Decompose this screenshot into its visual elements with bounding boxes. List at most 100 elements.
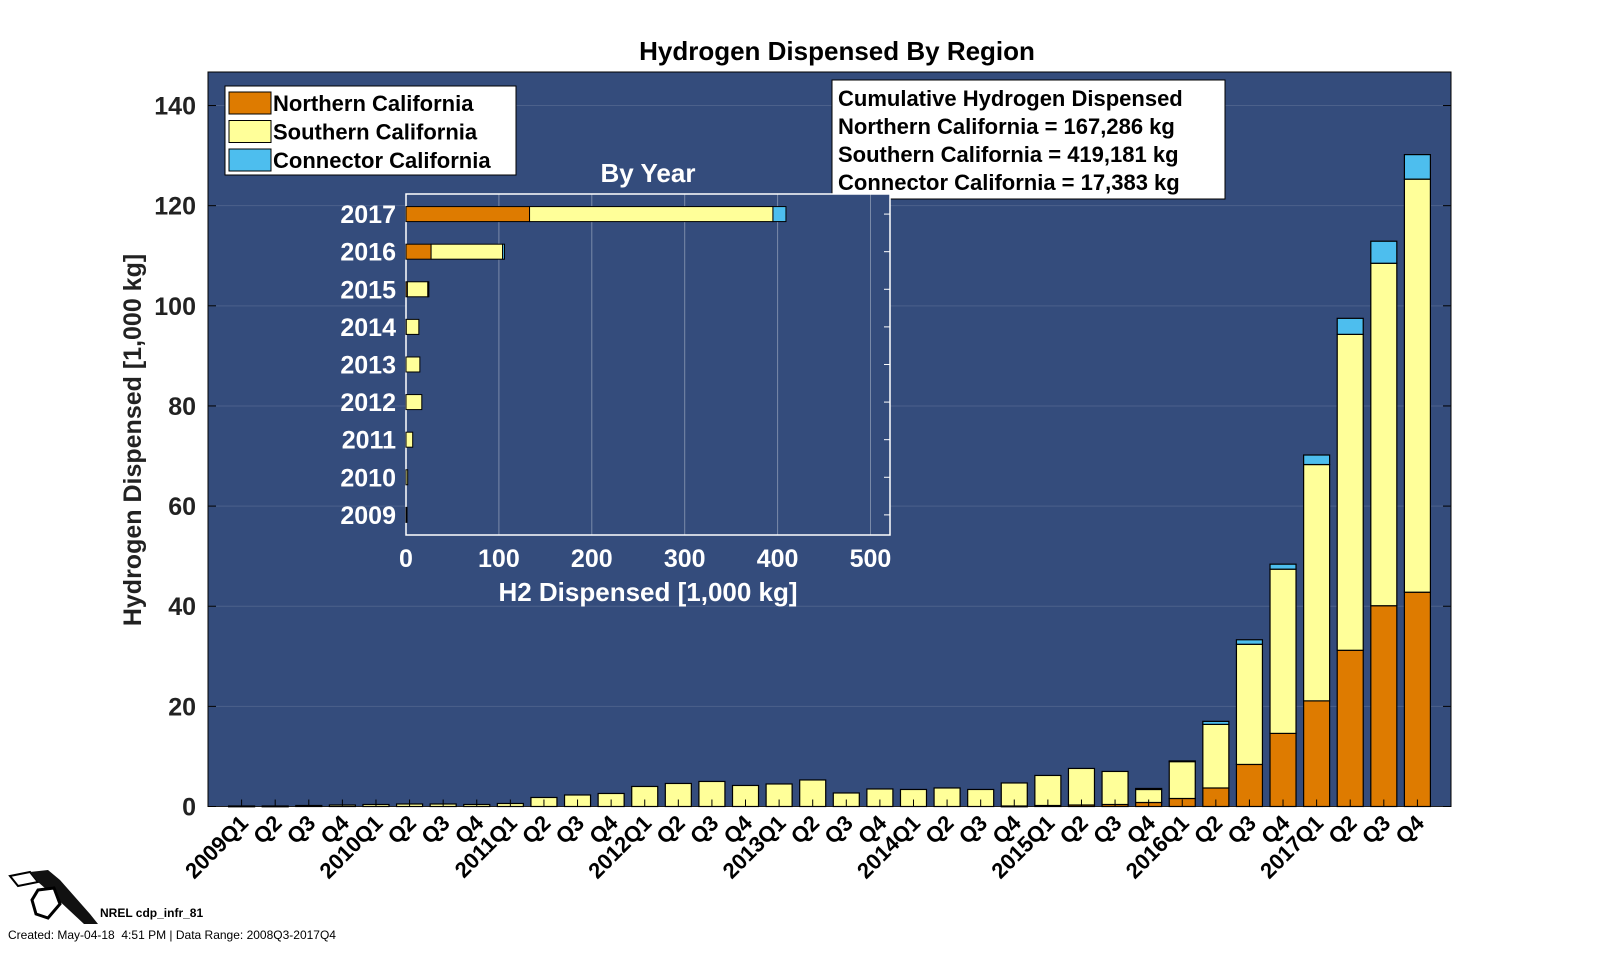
cumulative-annotation-box	[831, 79, 1226, 200]
inset-y-tick-label: 2017	[340, 201, 396, 229]
inset-bar-segment-connector-california	[772, 206, 787, 223]
chart-id-label: NREL cdp_infr_81	[100, 906, 204, 920]
inset-y-tick-label: 2011	[342, 427, 396, 455]
x-tick-label: Q2	[786, 810, 824, 848]
legend-label: Connector California	[273, 148, 491, 173]
nozzle-handle	[30, 886, 62, 920]
annotation-line: Connector California = 17,383 kg	[838, 170, 1180, 195]
legend-label: Southern California	[273, 120, 478, 145]
bar-segment-northern-california	[1269, 732, 1297, 808]
x-tick-label: Q2	[248, 810, 286, 848]
inset-bar-segment-southern-california	[430, 243, 504, 260]
inset-title: By Year	[601, 158, 696, 188]
inset-bar-segment-northern-california	[405, 243, 432, 260]
inset-y-tick-label: 2015	[340, 276, 396, 304]
bar-segment-northern-california	[1235, 763, 1264, 808]
x-tick-label: Q2	[1189, 810, 1227, 848]
inset-x-tick-label: 200	[571, 545, 613, 573]
x-tick-label: Q3	[416, 810, 454, 848]
y-tick-label: 20	[168, 693, 196, 721]
x-tick-label: Q2	[1323, 810, 1361, 848]
bar-segment-southern-california	[1067, 767, 1096, 806]
inset-bar-segment-southern-california	[406, 281, 429, 298]
inset-bar-segment-southern-california	[405, 469, 409, 486]
bar-segment-southern-california	[1403, 178, 1432, 593]
y-tick-label: 140	[154, 93, 196, 121]
legend-label: Northern California	[273, 91, 474, 116]
inset-y-tick-label: 2012	[340, 389, 396, 417]
inset-bar-segment-connector-california	[427, 281, 430, 298]
bar-segment-southern-california	[1269, 568, 1297, 735]
x-tick-label: Q2	[383, 810, 421, 848]
x-tick-label: Q3	[954, 810, 992, 848]
inset-x-tick-label: 0	[399, 545, 413, 573]
annotation-title: Cumulative Hydrogen Dispensed	[838, 86, 1183, 111]
bar-segment-southern-california	[1370, 262, 1398, 607]
y-axis-label: Hydrogen Dispensed [1,000 kg]	[119, 254, 147, 626]
inset-x-tick-label: 300	[664, 545, 706, 573]
inset-x-axis-label: H2 Dispensed [1,000 kg]	[498, 577, 797, 607]
x-tick-label: Q3	[551, 810, 589, 848]
bar-segment-connector-california	[1303, 454, 1331, 466]
x-tick-label: Q3	[1088, 810, 1126, 848]
inset-y-tick-label: 2009	[340, 502, 396, 530]
inset-y-tick-label: 2014	[340, 314, 396, 342]
bar-segment-southern-california	[1202, 723, 1230, 789]
bar-segment-southern-california	[1235, 643, 1264, 766]
bar-segment-connector-california	[1336, 317, 1364, 335]
inset-x-tick-label: 500	[850, 545, 892, 573]
y-tick-label: 100	[154, 293, 196, 321]
bar-segment-northern-california	[1370, 605, 1398, 808]
x-tick-label: Q3	[685, 810, 723, 848]
y-tick-label: 40	[168, 593, 196, 621]
bar-segment-southern-california	[1336, 333, 1364, 651]
inset-y-tick-label: 2016	[340, 239, 396, 267]
bar-segment-connector-california	[1135, 787, 1163, 791]
legend-swatch	[228, 148, 272, 172]
bar-segment-southern-california	[1168, 760, 1196, 800]
x-tick-label: Q3	[1223, 810, 1261, 848]
y-tick-label: 60	[168, 493, 196, 521]
bar-segment-connector-california	[1168, 760, 1196, 763]
inset-bar-segment-southern-california	[405, 506, 408, 523]
x-tick-label: Q3	[282, 810, 320, 848]
y-tick-label: 120	[154, 193, 196, 221]
bar-segment-southern-california	[1303, 463, 1331, 702]
y-tick-label: 80	[168, 393, 196, 421]
annotation-line: Southern California = 419,181 kg	[838, 142, 1179, 167]
created-label: Created: May-04-18 4:51 PM | Data Range:…	[8, 928, 336, 942]
x-tick-label: Q4	[1391, 810, 1430, 849]
nozzle-body	[30, 870, 98, 924]
bar-segment-connector-california	[1269, 563, 1297, 570]
x-tick-label: Q2	[1055, 810, 1093, 848]
annotation-line: Northern California = 167,286 kg	[838, 114, 1175, 139]
inset-bar-segment-southern-california	[405, 394, 423, 411]
bar-segment-northern-california	[1336, 649, 1364, 808]
inset-bar-segment-southern-california	[405, 356, 421, 373]
x-tick-label: Q2	[517, 810, 555, 848]
legend-swatch	[228, 91, 272, 115]
bar-segment-connector-california	[1403, 154, 1432, 180]
inset-bar-segment-southern-california	[529, 206, 774, 223]
inset-y-tick-label: 2013	[340, 351, 396, 379]
x-tick-label: Q3	[819, 810, 857, 848]
legend-swatch	[228, 120, 272, 143]
fuel-nozzle-icon	[8, 870, 98, 924]
inset-bar-segment-northern-california	[405, 206, 531, 223]
inset-bar-segment-southern-california	[405, 431, 414, 448]
legend-box	[224, 85, 517, 176]
inset-x-tick-label: 100	[478, 545, 520, 573]
chart-title: Hydrogen Dispensed By Region	[639, 36, 1035, 66]
y-tick-label: 0	[182, 794, 196, 822]
bar-segment-connector-california	[1370, 240, 1398, 264]
x-tick-label: Q2	[920, 810, 958, 848]
x-tick-label: Q2	[651, 810, 689, 848]
inset-bar-segment-southern-california	[405, 318, 420, 335]
bar-segment-connector-california	[1235, 639, 1264, 645]
inset-bar-segment-connector-california	[502, 243, 505, 260]
bar-segment-connector-california	[1202, 720, 1230, 725]
bar-segment-northern-california	[1303, 700, 1331, 808]
x-tick-label: Q3	[1357, 810, 1395, 848]
inset-y-tick-label: 2010	[340, 464, 396, 492]
